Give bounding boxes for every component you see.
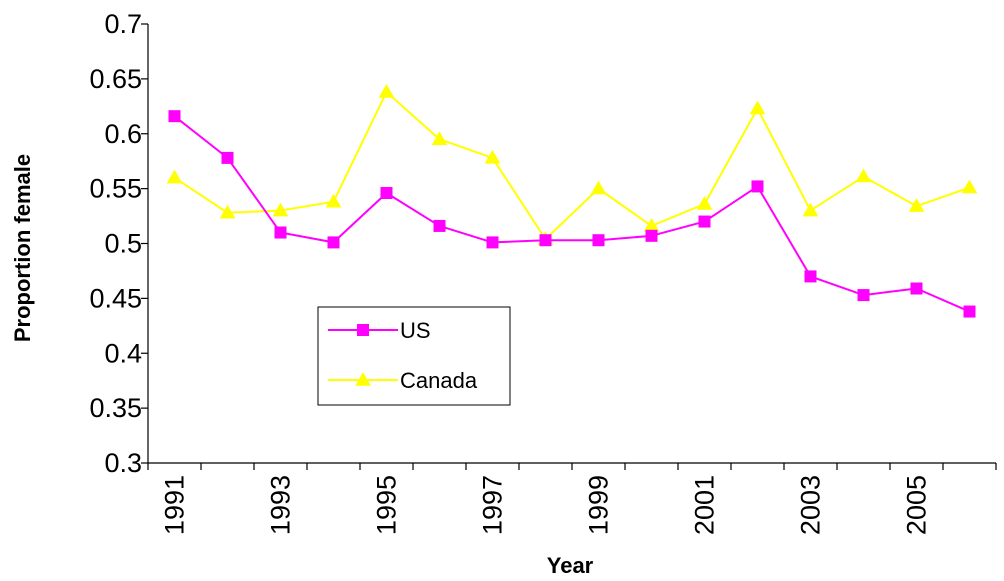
x-tick-label: 1991 xyxy=(160,475,190,535)
series-line-us xyxy=(173,115,970,313)
y-tick-label: 0.3 xyxy=(104,448,142,478)
data-point-canada xyxy=(749,100,766,115)
data-point-us xyxy=(327,236,340,249)
data-point-canada xyxy=(802,202,819,217)
y-tick-label: 0.6 xyxy=(104,119,142,149)
data-point-us xyxy=(433,219,446,232)
y-tick-label: 0.4 xyxy=(104,338,142,368)
x-tick-label: 1993 xyxy=(266,475,296,535)
data-point-us xyxy=(645,229,658,242)
y-tick-label: 0.45 xyxy=(89,283,142,313)
data-point-canada xyxy=(325,193,342,208)
y-tick-label: 0.35 xyxy=(89,393,142,423)
data-point-canada xyxy=(166,169,183,184)
legend-label-canada: Canada xyxy=(400,368,478,393)
data-point-us xyxy=(486,236,499,249)
data-point-us xyxy=(910,282,923,295)
data-point-us xyxy=(221,151,234,164)
data-point-canada xyxy=(590,180,607,195)
data-point-canada xyxy=(219,204,236,219)
series-layer xyxy=(166,84,978,318)
x-tick-label: 2003 xyxy=(796,475,826,535)
y-tick-label: 0.65 xyxy=(89,64,142,94)
series-us xyxy=(168,110,976,318)
data-point-canada xyxy=(855,168,872,183)
series-canada xyxy=(166,84,978,245)
data-point-us xyxy=(751,180,764,193)
legend: US Canada xyxy=(317,306,511,406)
axes: 0.3 0.35 0.4 0.45 0.5 0.55 0.6 0.65 0.7 1991 1993 1… xyxy=(89,9,997,535)
data-point-canada xyxy=(961,179,978,194)
x-tick-label: 1999 xyxy=(584,475,614,535)
legend-marker-canada xyxy=(355,371,371,386)
x-axis-label: Year xyxy=(547,553,594,576)
data-point-us xyxy=(592,234,605,247)
data-point-canada xyxy=(378,84,395,98)
y-tick-label: 0.7 xyxy=(104,9,142,39)
legend-item-canada: Canada xyxy=(328,368,478,393)
data-point-us xyxy=(698,215,711,228)
data-point-us xyxy=(963,305,976,318)
y-axis-label: Proportion female xyxy=(10,154,35,342)
data-point-canada xyxy=(431,131,448,145)
legend-marker-us xyxy=(357,324,369,336)
data-point-us xyxy=(380,187,393,200)
data-point-us xyxy=(539,234,552,247)
data-point-us xyxy=(857,289,870,302)
legend-box xyxy=(317,306,511,406)
data-point-us xyxy=(804,270,817,283)
x-tick-label: 1997 xyxy=(478,475,508,535)
legend-label-us: US xyxy=(400,318,431,343)
data-point-canada xyxy=(696,195,713,210)
x-tick-label: 2005 xyxy=(902,475,932,535)
data-point-canada xyxy=(272,202,289,217)
y-tick-label: 0.5 xyxy=(104,229,142,259)
data-point-us xyxy=(274,226,287,239)
x-tick-label: 1995 xyxy=(372,475,402,535)
legend-item-us: US xyxy=(328,318,431,343)
y-tick-label: 0.55 xyxy=(89,174,142,204)
series-line-canada xyxy=(173,91,970,241)
data-point-canada xyxy=(643,217,660,232)
data-point-canada xyxy=(908,198,925,212)
x-tick-label: 2001 xyxy=(690,475,720,535)
data-point-canada xyxy=(484,149,501,164)
data-point-us xyxy=(168,110,181,123)
